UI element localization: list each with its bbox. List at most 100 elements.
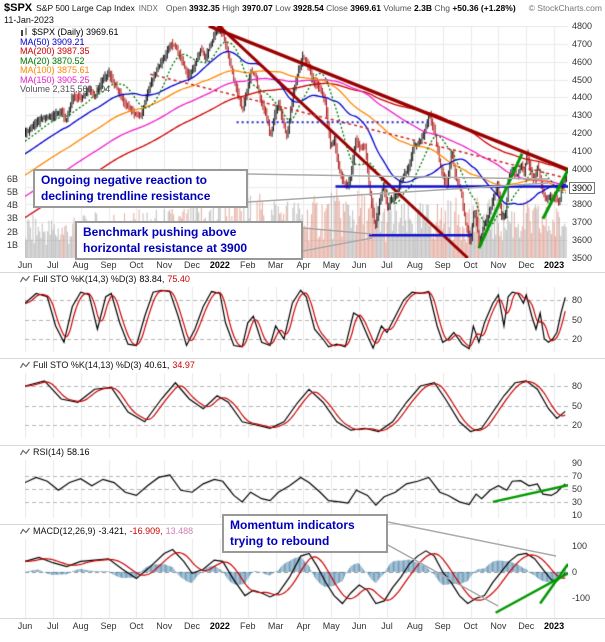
main-legend-item: MA(50) 3909.21	[20, 37, 85, 47]
price-axis-label: 4000	[572, 163, 593, 174]
quote-label: High	[222, 3, 242, 13]
volume-axis-label: 1B	[7, 239, 19, 250]
quote-value: 3928.54	[293, 3, 327, 13]
quote-label: Chg	[434, 3, 453, 13]
x-axis-label: Nov	[156, 260, 173, 270]
price-axis-label: 4100	[572, 145, 593, 156]
panel-separator	[0, 618, 605, 619]
x-axis-label: Jun	[17, 621, 33, 631]
legend-text: 83.84,	[139, 274, 165, 284]
x-axis-label: Dec	[184, 260, 201, 270]
x-axis-label: Nov	[156, 621, 173, 631]
x-axis-label: Aug	[406, 621, 423, 631]
chart-date: 11-Jan-2023	[4, 15, 54, 25]
legend-text: 75.40	[167, 274, 190, 284]
legend-text: -16.909,	[129, 526, 163, 536]
quote-label: Close	[326, 3, 351, 13]
x-axis-label: Dec	[518, 260, 535, 270]
volume-axis-label: 3B	[7, 213, 19, 224]
x-axis-label: Dec	[184, 621, 201, 631]
indicator-axis-label: 0	[572, 566, 578, 577]
chart-header: $SPX S&P 500 Large Cap Index INDX Open 3…	[4, 2, 602, 14]
legend-text: MA(200) 3987.35	[20, 46, 90, 56]
panel-separator	[0, 272, 605, 273]
x-axis-label: Dec	[518, 621, 535, 631]
price-axis-label: 4200	[572, 128, 593, 139]
indicator-axis-label: 80	[572, 381, 583, 391]
legend-text: RSI(14)	[33, 447, 65, 457]
x-axis-label: Jul	[381, 621, 393, 631]
indicator-axis-label: 50	[572, 484, 583, 494]
indicator-icon	[19, 361, 30, 370]
main-legend-item: MA(200) 3987.35	[20, 46, 90, 56]
quote-value: 2.3B	[414, 3, 435, 13]
indicator-axis-label: 10	[572, 509, 583, 520]
x-axis-label: 2023	[544, 621, 565, 631]
x-axis-label: Aug	[406, 260, 423, 270]
price-axis-label: 4600	[572, 56, 593, 67]
legend-text: MA(50) 3909.21	[20, 36, 85, 47]
legend-text: 58.16	[67, 447, 90, 457]
x-axis-label: 2023	[544, 260, 565, 270]
legend-text: $SPX (Daily) 3969.61	[32, 27, 119, 37]
x-axis-label: Jun	[17, 260, 33, 270]
macd-legend: MACD(12,26,9) -3.421, -16.909, 13.488	[19, 526, 193, 536]
x-axis-label: Oct	[129, 621, 144, 631]
quote-value: 3932.35	[189, 3, 223, 13]
x-axis-label: 2022	[209, 621, 230, 631]
x-axis-label: Oct	[463, 621, 478, 631]
x-axis-label: Mar	[267, 260, 284, 270]
x-axis-label: Sep	[100, 260, 117, 270]
x-axis-label: Aug	[72, 621, 89, 631]
x-axis-label: Nov	[490, 260, 507, 270]
quote-label: Open	[165, 3, 190, 13]
sto-fast-canvas	[25, 287, 568, 352]
quote-label: Low	[275, 3, 294, 13]
price-axis-label: 4800	[572, 21, 593, 31]
x-axis-label: Sep	[434, 260, 451, 270]
indicator-axis-label: 20	[572, 334, 583, 344]
legend-text: -3.421,	[98, 526, 127, 536]
price-axis-label: 4400	[572, 92, 593, 103]
x-axis-label: Sep	[100, 621, 117, 631]
exchange-label: INDX	[138, 4, 158, 13]
volume-axis-label: 4B	[7, 200, 19, 211]
x-axis-label: May	[322, 621, 340, 631]
main-legend-item: Volume 2,315,560,704	[20, 84, 110, 94]
legend-text: MA(100) 3875.61	[20, 65, 90, 75]
indicator-icon	[19, 448, 30, 457]
rsi-canvas	[25, 460, 568, 518]
legend-text: MACD(12,26,9)	[33, 526, 96, 536]
annotation-horizontal-resistance: Benchmark pushing above horizontal resis…	[75, 221, 303, 261]
quote-line: Open 3932.35 High 3970.07 Low 3928.54 Cl…	[166, 3, 516, 13]
indicator-axis-label: 90	[572, 458, 583, 469]
copyright: © StockCharts.com	[528, 3, 602, 13]
x-axis-label: Feb	[240, 260, 256, 270]
sto_slow-legend: Full STO %K(14,13) %D(3) 40.61, 34.97	[19, 360, 195, 370]
main-legend-item: $SPX (Daily) 3969.61	[20, 27, 119, 37]
indicator-axis-label: 50	[572, 400, 583, 411]
x-axis-label: Oct	[463, 260, 478, 270]
legend-text: 34.97	[172, 360, 195, 370]
legend-text: Full STO %K(14,3) %D(3)	[33, 274, 137, 284]
price-axis-label: 3900	[569, 181, 596, 194]
volume-axis-label: 2B	[7, 226, 19, 237]
price-axis-label: 4300	[572, 110, 593, 121]
x-axis-label: Feb	[240, 621, 256, 631]
indicator-axis-label: 30	[572, 496, 583, 507]
x-axis-label: May	[322, 260, 340, 270]
candlestick-icon	[20, 27, 29, 37]
legend-text: Full STO %K(14,13) %D(3)	[33, 360, 142, 370]
legend-text: MA(150) 3905.25	[20, 74, 90, 85]
indicator-icon	[19, 275, 30, 284]
indicator-axis-label: 70	[572, 471, 583, 482]
legend-text: MA(20) 3870.52	[20, 55, 85, 66]
x-axis-label: Jun	[351, 621, 367, 631]
x-axis-label: Mar	[267, 621, 284, 631]
x-axis-label: Jun	[351, 260, 367, 270]
index-name: S&P 500 Large Cap Index	[36, 3, 135, 13]
indicator-axis-label: 80	[572, 295, 583, 305]
x-axis-label: Sep	[434, 621, 451, 631]
sto-slow-canvas	[25, 373, 568, 438]
price-axis-label: 3600	[572, 235, 593, 246]
